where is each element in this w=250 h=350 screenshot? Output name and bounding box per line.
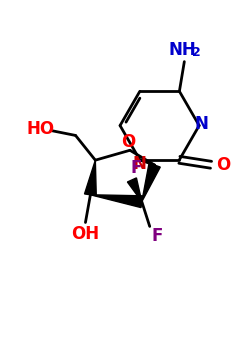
Polygon shape <box>142 163 160 202</box>
Text: N: N <box>133 155 147 173</box>
Text: O: O <box>216 156 230 174</box>
Text: NH: NH <box>168 41 196 59</box>
Polygon shape <box>128 178 142 202</box>
Text: F: F <box>130 159 141 177</box>
Polygon shape <box>90 195 142 208</box>
Text: O: O <box>121 133 135 151</box>
Text: 2: 2 <box>192 46 200 59</box>
Text: OH: OH <box>72 225 100 243</box>
Polygon shape <box>84 160 96 196</box>
Text: HO: HO <box>27 119 55 138</box>
Text: N: N <box>194 114 208 133</box>
Text: F: F <box>152 227 163 245</box>
